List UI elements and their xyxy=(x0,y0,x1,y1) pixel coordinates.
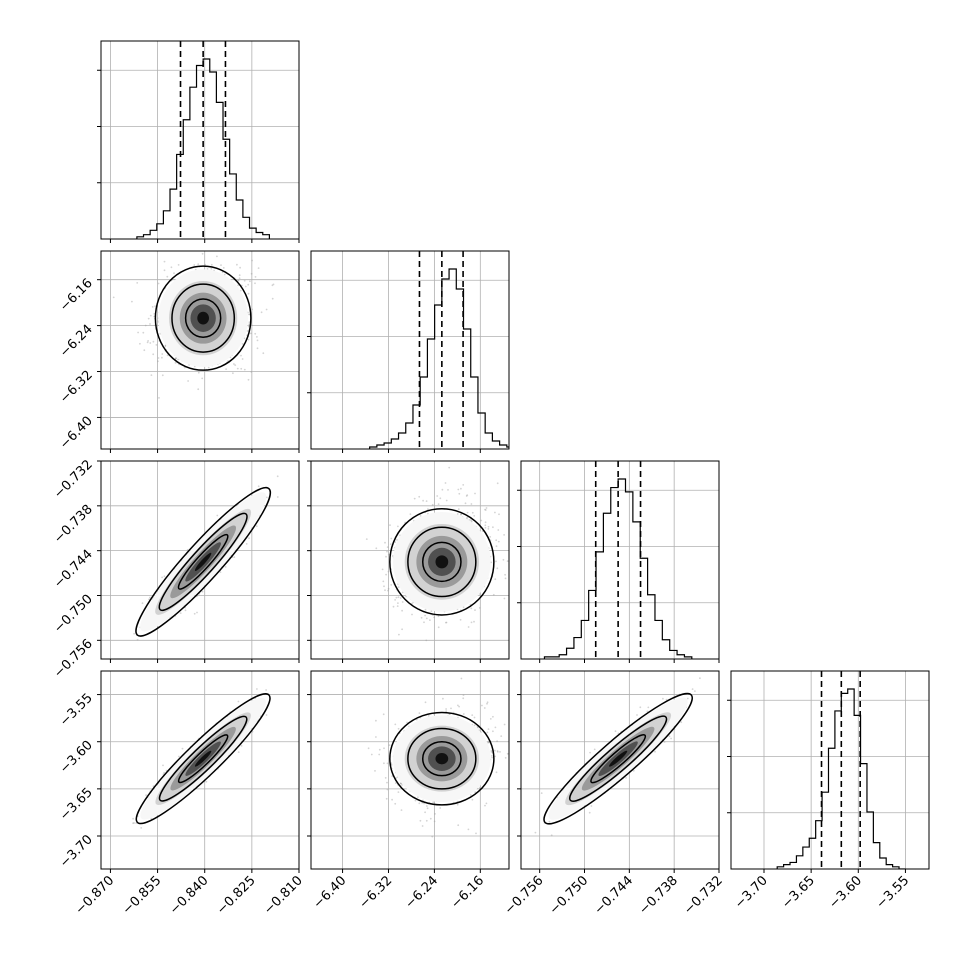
panel-frame-1-0 xyxy=(100,250,300,450)
panel-frame-2-2 xyxy=(520,460,720,660)
contour-3-1-2 xyxy=(421,740,462,777)
contour-2-1-0 xyxy=(389,508,495,616)
panel-frame-1-1 xyxy=(310,250,510,450)
contour-3-1-1 xyxy=(407,727,477,790)
contour-3-0-1 xyxy=(158,715,248,802)
x-tick-label-2-2: −0.744 xyxy=(592,873,637,918)
contour-3-2-0 xyxy=(543,692,693,825)
x-tick-label-3-1: −3.65 xyxy=(779,873,818,912)
x-tick-label-1-0: −6.40 xyxy=(311,873,350,912)
x-tick-label-3-3: −3.55 xyxy=(873,873,912,912)
histogram-panel-2 xyxy=(517,460,720,663)
y-tick-label-2-1: −0.750 xyxy=(51,592,96,637)
y-tick-label-1-2: −6.24 xyxy=(57,322,96,361)
contour-2-1-2 xyxy=(421,541,462,583)
contour-3-0-0 xyxy=(135,693,271,825)
x-tick-label-2-4: −0.732 xyxy=(681,873,726,918)
y-tick-label-3-1: −3.65 xyxy=(57,785,96,824)
y-tick-label-2-0: −0.756 xyxy=(51,637,96,682)
y-tick-label-2-3: −0.738 xyxy=(51,502,96,547)
panel-frame-3-2 xyxy=(520,670,720,870)
x-tick-label-0-4: −0.810 xyxy=(261,873,306,918)
x-tick-label-1-1: −6.32 xyxy=(357,873,396,912)
x-tick-label-2-1: −0.750 xyxy=(547,873,592,918)
contour-1-0-1 xyxy=(171,283,236,353)
contour-2-1-1 xyxy=(407,526,477,598)
x-tick-label-3-0: −3.70 xyxy=(732,873,771,912)
contour-1-0-0 xyxy=(154,265,252,371)
x-tick-label-0-3: −0.825 xyxy=(214,873,259,918)
histogram-panel-3 xyxy=(727,670,930,873)
x-tick-label-1-3: −6.16 xyxy=(448,873,487,912)
panel-frame-0-0 xyxy=(100,40,300,240)
panel-frame-2-0 xyxy=(100,460,300,660)
histogram-panel-0 xyxy=(97,40,300,243)
x-tick-label-0-0: −0.870 xyxy=(73,873,118,918)
scatter-panel-1-0 xyxy=(97,250,300,453)
scatter-panel-2-1 xyxy=(307,460,510,663)
scatter-panel-3-0 xyxy=(97,670,300,873)
histogram-panel-1 xyxy=(307,250,510,453)
scatter-panel-2-0 xyxy=(97,460,300,663)
x-tick-label-1-2: −6.24 xyxy=(402,873,441,912)
histogram-2 xyxy=(543,478,693,659)
x-tick-label-0-1: −0.855 xyxy=(120,873,165,918)
density-core-3-0 xyxy=(140,697,266,820)
contour-2-0-0 xyxy=(135,486,272,637)
y-tick-label-1-0: −6.40 xyxy=(57,414,96,453)
y-tick-label-2-2: −0.744 xyxy=(51,547,96,592)
y-tick-label-3-0: −3.70 xyxy=(57,832,96,871)
y-tick-label-1-3: −6.16 xyxy=(57,276,96,315)
panel-frame-3-3 xyxy=(730,670,930,870)
contour-1-0-2 xyxy=(184,298,222,339)
contour-2-0-2 xyxy=(177,533,229,590)
y-tick-label-3-2: −3.60 xyxy=(57,738,96,777)
contour-3-0-2 xyxy=(177,734,229,784)
contour-2-0-1 xyxy=(158,512,248,612)
x-tick-label-2-3: −0.738 xyxy=(636,873,681,918)
x-tick-label-0-2: −0.840 xyxy=(167,873,212,918)
panels-layer xyxy=(97,40,930,873)
panel-frame-3-1 xyxy=(310,670,510,870)
y-tick-label-3-3: −3.55 xyxy=(57,691,96,730)
scatter-panel-3-2 xyxy=(517,670,720,873)
contour-3-2-2 xyxy=(590,734,647,784)
x-tick-label-2-0: −0.756 xyxy=(502,873,547,918)
contour-3-2-1 xyxy=(568,715,668,802)
contour-3-1-0 xyxy=(389,711,495,806)
scatter-panel-3-1 xyxy=(307,670,510,873)
y-tick-label-2-4: −0.732 xyxy=(51,457,96,502)
y-tick-label-1-1: −6.32 xyxy=(57,368,96,407)
x-tick-label-3-2: −3.60 xyxy=(826,873,865,912)
panel-frame-3-0 xyxy=(100,670,300,870)
histogram-3 xyxy=(776,688,906,869)
panel-frame-2-1 xyxy=(310,460,510,660)
